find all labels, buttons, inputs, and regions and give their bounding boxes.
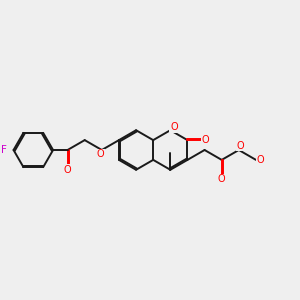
Text: O: O: [97, 149, 104, 159]
Text: O: O: [256, 155, 264, 165]
Text: O: O: [64, 165, 71, 175]
Text: O: O: [236, 141, 244, 151]
Text: O: O: [202, 135, 209, 145]
Text: O: O: [218, 175, 226, 184]
Text: F: F: [1, 145, 7, 155]
Text: O: O: [170, 122, 178, 132]
